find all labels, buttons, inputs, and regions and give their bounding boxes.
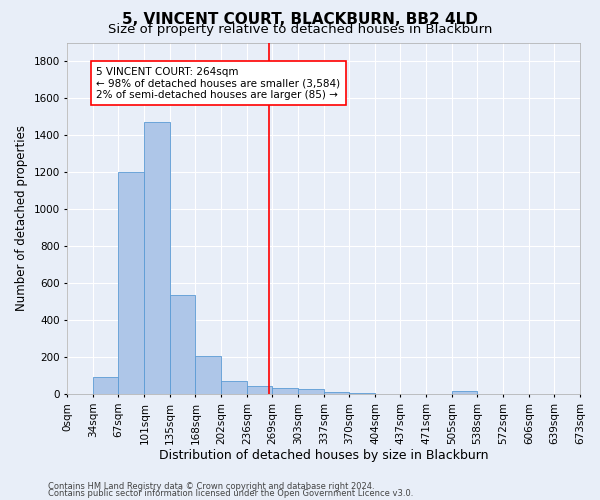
Bar — [145, 122, 170, 394]
Bar — [94, 376, 118, 394]
Bar — [221, 381, 247, 394]
Bar — [170, 295, 196, 394]
Text: Size of property relative to detached houses in Blackburn: Size of property relative to detached ho… — [108, 22, 492, 36]
Bar — [452, 392, 477, 394]
Bar — [298, 389, 324, 394]
Bar — [272, 388, 298, 394]
Bar — [196, 356, 221, 394]
Text: Contains public sector information licensed under the Open Government Licence v3: Contains public sector information licen… — [48, 489, 413, 498]
Text: Contains HM Land Registry data © Crown copyright and database right 2024.: Contains HM Land Registry data © Crown c… — [48, 482, 374, 491]
Text: 5, VINCENT COURT, BLACKBURN, BB2 4LD: 5, VINCENT COURT, BLACKBURN, BB2 4LD — [122, 12, 478, 28]
Bar — [118, 172, 145, 394]
Y-axis label: Number of detached properties: Number of detached properties — [15, 126, 28, 312]
Bar — [324, 392, 349, 394]
X-axis label: Distribution of detached houses by size in Blackburn: Distribution of detached houses by size … — [159, 450, 488, 462]
Bar — [247, 386, 272, 394]
Text: 5 VINCENT COURT: 264sqm
← 98% of detached houses are smaller (3,584)
2% of semi-: 5 VINCENT COURT: 264sqm ← 98% of detache… — [97, 66, 341, 100]
